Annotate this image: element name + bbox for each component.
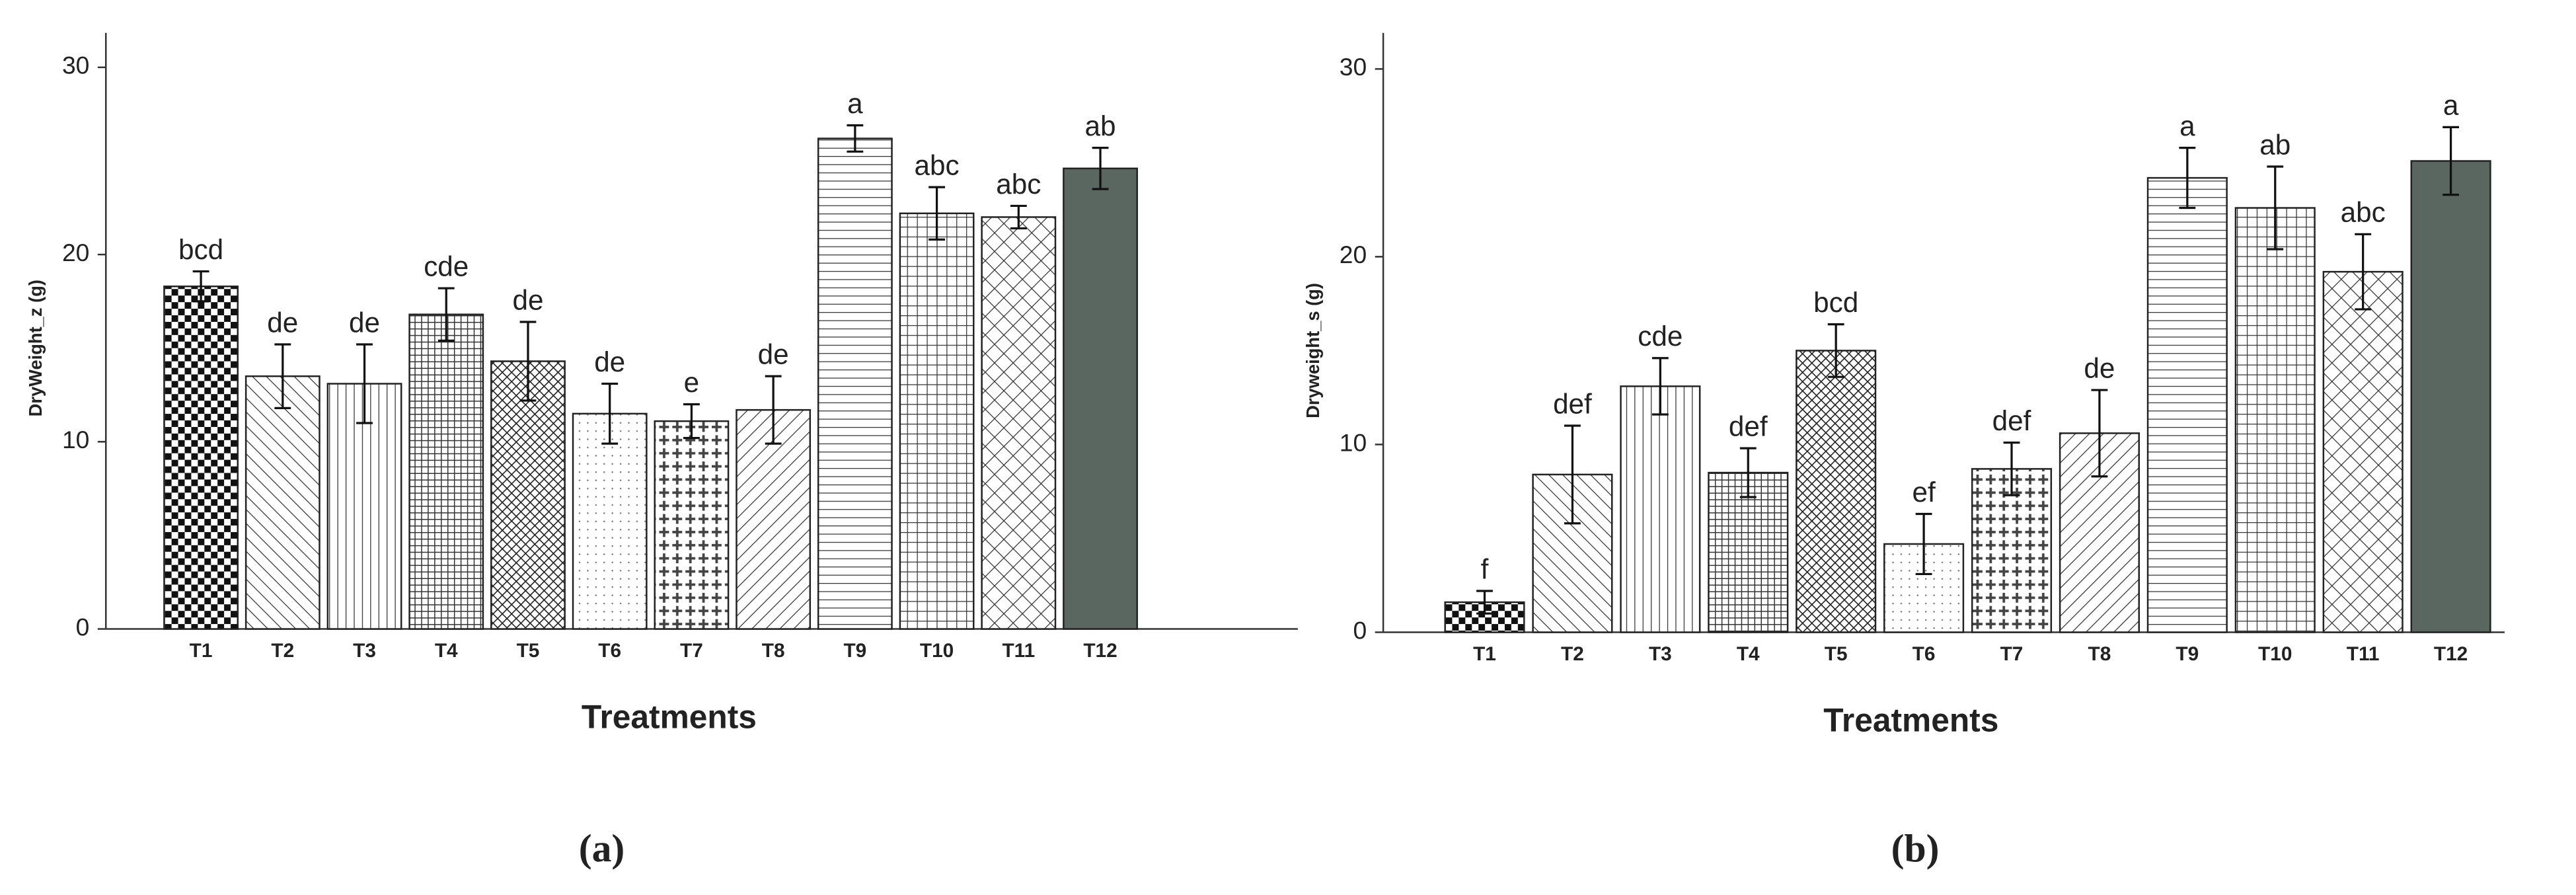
bar xyxy=(981,216,1057,630)
x-tick-label: T6 xyxy=(1913,643,1936,665)
significance-label: e xyxy=(684,367,699,398)
bar xyxy=(2234,207,2316,633)
x-tick-label: T4 xyxy=(1737,643,1760,665)
significance-label: abc xyxy=(2341,197,2386,228)
significance-label: cde xyxy=(424,251,469,282)
x-tick-label: T4 xyxy=(435,640,458,662)
significance-label: def xyxy=(1992,405,2031,436)
bar xyxy=(2410,160,2491,633)
x-tick-label: T11 xyxy=(1002,640,1035,662)
x-tick-label: T3 xyxy=(1649,643,1672,665)
x-tick-label: T9 xyxy=(2176,643,2199,665)
significance-label: a xyxy=(2443,90,2459,121)
caption: (b) xyxy=(1891,826,1940,870)
bar xyxy=(2322,270,2404,633)
x-tick-label: T7 xyxy=(680,640,703,662)
bar xyxy=(245,375,321,630)
x-tick-label: T7 xyxy=(2000,643,2024,665)
bar xyxy=(1708,471,1789,633)
significance-label: de xyxy=(267,307,298,338)
significance-label: de xyxy=(594,346,625,377)
significance-label: a xyxy=(2179,110,2195,141)
y-axis-title: Dryweight_s (g) xyxy=(1303,283,1323,418)
bar xyxy=(326,383,402,630)
y-axis-title: DryWeight_z (g) xyxy=(25,280,46,416)
x-tick-label: T11 xyxy=(2347,643,2380,665)
bar xyxy=(2146,176,2228,633)
x-tick-label: T3 xyxy=(353,640,376,662)
significance-label: bcd xyxy=(178,234,223,265)
x-tick-label: T12 xyxy=(1083,640,1117,662)
caption: (a) xyxy=(579,826,625,870)
x-axis-title: Treatments xyxy=(1823,701,1998,738)
bar xyxy=(1063,167,1138,630)
significance-label: cde xyxy=(1638,321,1683,352)
bar xyxy=(572,412,648,630)
bar xyxy=(408,313,484,630)
significance-label: bcd xyxy=(1813,287,1858,318)
significance-label: ab xyxy=(1085,110,1116,141)
y-tick-label: 10 xyxy=(1340,428,1367,456)
bar xyxy=(899,212,975,630)
y-tick-label: 20 xyxy=(1340,241,1367,268)
bar xyxy=(736,409,812,630)
x-tick-label: T6 xyxy=(598,640,621,662)
y-tick-label: 30 xyxy=(62,52,89,79)
x-tick-label: T1 xyxy=(1473,643,1496,665)
y-tick-label: 30 xyxy=(1340,53,1367,81)
x-tick-label: T1 xyxy=(190,640,213,662)
x-tick-label: T10 xyxy=(2258,643,2292,665)
x-tick-label: T9 xyxy=(843,640,866,662)
significance-label: f xyxy=(1481,553,1489,584)
bar xyxy=(654,420,730,630)
significance-label: ab xyxy=(2259,129,2291,160)
bar xyxy=(817,137,893,630)
significance-label: def xyxy=(1729,410,1768,442)
significance-label: ef xyxy=(1912,477,1935,508)
x-axis-title: Treatments xyxy=(582,698,757,735)
significance-label: def xyxy=(1553,388,1592,419)
x-tick-label: T2 xyxy=(271,640,294,662)
significance-label: abc xyxy=(996,169,1041,200)
significance-label: de xyxy=(758,339,789,370)
y-tick-label: 20 xyxy=(62,239,89,266)
significance-label: de xyxy=(512,284,543,315)
bar xyxy=(1796,350,1877,633)
x-tick-label: T5 xyxy=(1825,643,1848,665)
x-tick-label: T12 xyxy=(2434,643,2468,665)
bar xyxy=(163,285,239,630)
bar xyxy=(1620,385,1701,633)
significance-label: de xyxy=(2084,352,2115,383)
x-tick-label: T2 xyxy=(1561,643,1584,665)
y-tick-label: 0 xyxy=(1353,616,1367,644)
significance-label: abc xyxy=(915,149,960,180)
significance-label: a xyxy=(847,88,863,119)
x-tick-label: T8 xyxy=(762,640,785,662)
x-tick-label: T8 xyxy=(2088,643,2111,665)
significance-label: de xyxy=(349,307,380,338)
x-tick-label: T5 xyxy=(517,640,540,662)
x-tick-label: T10 xyxy=(920,640,954,662)
y-tick-label: 10 xyxy=(62,426,89,453)
y-tick-label: 0 xyxy=(76,613,90,641)
